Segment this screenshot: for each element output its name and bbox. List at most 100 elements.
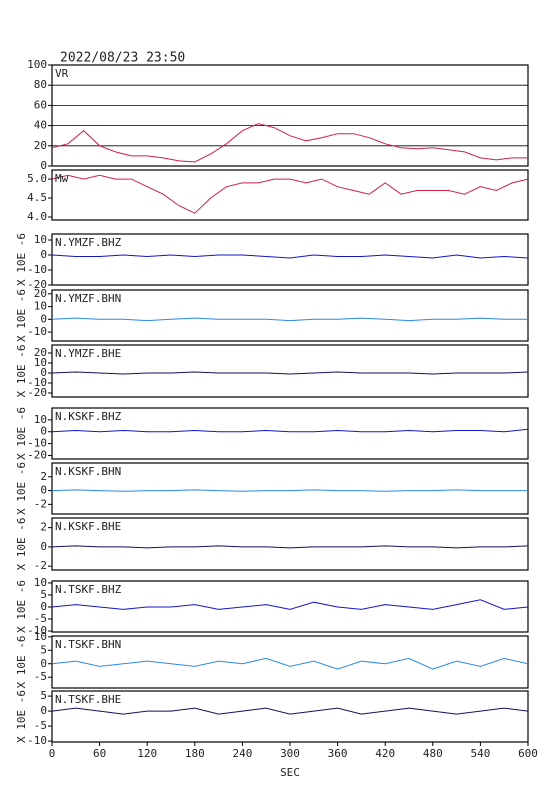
trace-label: N.KSKF.BHN (55, 465, 121, 478)
y-tick-label: 5.0 (27, 172, 47, 185)
y-axis-label: X 10E -6 (15, 690, 28, 743)
panel-frame (51, 517, 529, 571)
trace-label: N.YMZF.BHN (55, 292, 121, 305)
y-tick-label: 2 (40, 470, 47, 483)
y-tick-label: -20 (27, 448, 47, 461)
y-tick-label: 10 (34, 630, 47, 643)
trace-label: N.KSKF.BHE (55, 520, 121, 533)
y-axis-label: X 10E -6 (15, 518, 28, 571)
y-tick-label: 20 (34, 287, 47, 300)
panel-frame (51, 635, 529, 689)
panel-frame (51, 690, 529, 743)
y-tick-label: -20 (27, 278, 47, 291)
x-tick-label: 480 (423, 747, 443, 760)
panel-frame (51, 407, 529, 460)
y-tick-label: 20 (34, 346, 47, 359)
y-tick-label: -10 (27, 624, 47, 637)
y-tick-label: 5 (40, 643, 47, 656)
y-tick-label: -10 (27, 325, 47, 338)
y-tick-label: 10 (34, 300, 47, 313)
trace (51, 174, 529, 214)
trace-label: Mw (55, 172, 69, 185)
trace-label: N.YMZF.BHE (55, 347, 121, 360)
y-tick-label: 10 (34, 233, 47, 246)
panel-frame (51, 233, 529, 286)
panel-frame (51, 344, 529, 398)
panel-frame (51, 462, 529, 515)
x-tick-label: 540 (470, 747, 490, 760)
y-tick-label: -2 (34, 559, 47, 572)
trace-label: N.YMZF.BHZ (55, 236, 122, 249)
y-axis-label: X 10E -6 (15, 289, 28, 342)
x-tick-label: 300 (280, 747, 300, 760)
x-tick-label: 240 (232, 747, 252, 760)
y-tick-label: 4.5 (27, 191, 47, 204)
y-tick-label: -10 (27, 263, 47, 276)
x-tick-label: 360 (328, 747, 348, 760)
trace (51, 123, 528, 163)
trace (51, 707, 529, 715)
trace (51, 428, 529, 433)
y-tick-label: 0 (40, 248, 47, 261)
y-tick-label: 2 (40, 521, 47, 534)
y-tick-label: -5 (34, 612, 47, 625)
y-tick-label: 0 (40, 366, 47, 379)
x-tick-label: 600 (518, 747, 538, 760)
y-axis-label: X 10E -6 (15, 407, 28, 460)
trace-label: N.TSKF.BHZ (55, 583, 122, 596)
trace-label: N.KSKF.BHZ (55, 410, 122, 423)
trace (51, 599, 529, 610)
x-tick-label: 420 (375, 747, 395, 760)
y-tick-label: 0 (40, 312, 47, 325)
y-tick-label: 0 (40, 657, 47, 670)
y-tick-label: -5 (34, 719, 47, 732)
y-tick-label: 100 (27, 58, 47, 71)
y-axis-label: X 10E -6 (15, 233, 28, 286)
y-tick-label: 0 (40, 425, 47, 438)
y-axis-label: X 10E -6 (15, 636, 28, 689)
y-tick-label: 60 (34, 98, 47, 111)
y-tick-label: 10 (34, 413, 47, 426)
trace (51, 545, 529, 549)
trace (51, 317, 528, 322)
panel-frame (51, 289, 529, 342)
trace (51, 371, 529, 375)
trace-label: VR (55, 67, 69, 80)
trace (51, 489, 528, 492)
y-tick-label: -10 (27, 376, 47, 389)
y-tick-label: 0 (40, 600, 47, 613)
y-tick-label: 40 (34, 119, 47, 132)
y-tick-label: 10 (34, 576, 47, 589)
y-tick-label: -10 (27, 734, 47, 747)
x-tick-label: 0 (49, 747, 56, 760)
y-tick-label: -5 (34, 670, 47, 683)
chart-title: 2022/08/23 23:50 (60, 51, 185, 66)
y-axis-label: X 10E -6 (15, 345, 28, 398)
y-tick-label: -10 (27, 437, 47, 450)
x-tick-label: 120 (137, 747, 157, 760)
y-axis-label: X 10E -6 (15, 462, 28, 515)
y-axis-label: X 10E -6 (15, 580, 28, 633)
x-axis-label: SEC (280, 766, 300, 779)
trace (51, 657, 529, 670)
panel-frame (51, 580, 529, 633)
y-tick-label: -2 (34, 497, 47, 510)
y-tick-label: 5 (40, 588, 47, 601)
trace-label: N.TSKF.BHE (55, 693, 121, 706)
panel-frame (51, 169, 529, 221)
y-tick-label: 80 (34, 78, 47, 91)
y-tick-label: 10 (34, 356, 47, 369)
y-tick-label: 5 (40, 689, 47, 702)
x-tick-label: 180 (185, 747, 205, 760)
y-tick-label: -20 (27, 386, 47, 399)
trace-label: N.TSKF.BHN (55, 638, 121, 651)
y-tick-label: 0 (40, 540, 47, 553)
y-tick-label: 0 (40, 159, 47, 172)
trace (51, 254, 529, 259)
y-tick-label: 4.0 (27, 210, 47, 223)
y-tick-label: 0 (40, 484, 47, 497)
x-tick-label: 60 (93, 747, 106, 760)
y-tick-label: 0 (40, 704, 47, 717)
y-tick-label: 20 (34, 139, 47, 152)
